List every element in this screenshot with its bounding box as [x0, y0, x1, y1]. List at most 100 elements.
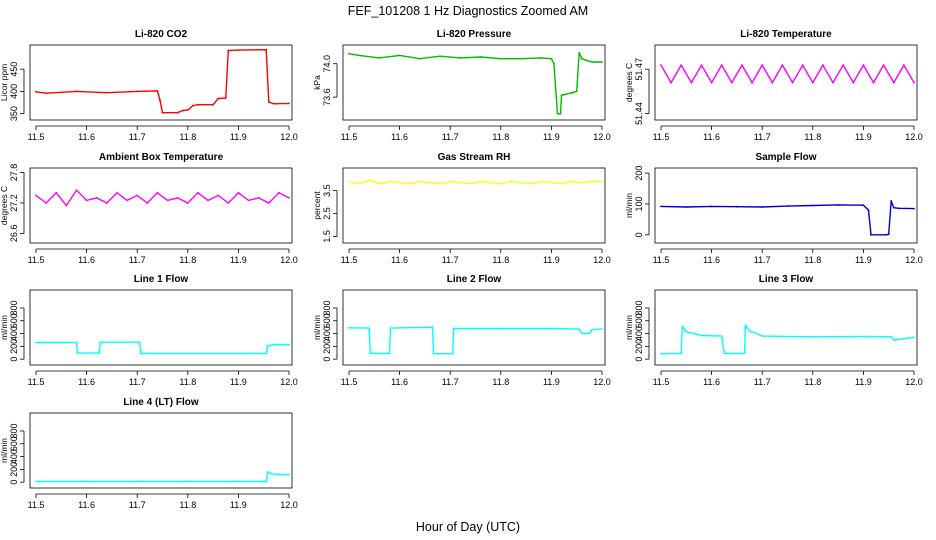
data-point — [459, 57, 462, 59]
y-tick-label: 200 — [9, 462, 19, 477]
data-point — [570, 92, 573, 94]
data-point — [369, 352, 372, 355]
y-tick-label: 51.44 — [634, 102, 644, 125]
data-point — [159, 99, 161, 102]
data-point — [578, 328, 581, 330]
x-tick-label: 11.9 — [230, 377, 247, 387]
data-point — [265, 480, 268, 483]
data-point — [76, 352, 79, 354]
data-point — [588, 332, 591, 335]
series-line — [348, 52, 602, 115]
data-point — [388, 180, 391, 183]
data-point — [601, 328, 603, 330]
panel-8: Line 2 Flow 11.5 11.6 11.7 11.8 11.9 12.0 0 2004… — [312, 274, 611, 387]
data-point — [217, 97, 220, 100]
data-point — [75, 90, 78, 93]
x-tick-label: 11.6 — [703, 377, 720, 387]
data-point — [265, 48, 268, 51]
data-point — [98, 352, 101, 354]
x-tick-label: 11.8 — [492, 377, 509, 387]
y-tick-label: 450 — [9, 62, 19, 77]
data-point — [601, 180, 603, 183]
data-point — [105, 202, 108, 204]
data-point — [811, 335, 814, 338]
x-tick-label: 11.6 — [78, 255, 95, 265]
x-tick-label: 11.7 — [754, 377, 771, 387]
data-point — [368, 179, 371, 182]
series-line — [35, 189, 290, 207]
data-point — [197, 191, 199, 194]
data-point — [348, 326, 350, 329]
panel-title: Line 4 (LT) Flow — [123, 397, 199, 408]
data-point — [741, 64, 743, 67]
plot-frame — [29, 412, 293, 489]
x-tick-label: 11.8 — [804, 377, 821, 387]
panel-title: Line 1 Flow — [134, 274, 189, 285]
plot-frame — [29, 44, 293, 121]
data-point — [45, 92, 47, 95]
data-point — [116, 191, 118, 194]
data-point — [65, 204, 68, 207]
y-tick-label: 600 — [9, 436, 19, 451]
x-tick-label: 11.6 — [391, 132, 408, 142]
y-tick-label: 0 — [9, 480, 19, 485]
data-point — [217, 194, 220, 197]
data-point — [882, 64, 885, 67]
panel-title: Ambient Box Temperature — [99, 152, 224, 163]
data-point — [368, 327, 371, 329]
data-point — [591, 180, 593, 183]
data-point — [247, 199, 250, 202]
panel-title: Line 3 Flow — [759, 274, 814, 285]
data-point — [278, 191, 280, 194]
data-point — [771, 81, 774, 84]
data-point — [723, 352, 726, 355]
panel-2: Li-820 Pressure 11.5 11.6 11.7 11.8 11.9 12.0 7… — [312, 29, 611, 142]
panel-10: Line 4 (LT) Flow 11.5 11.6 11.7 11.8 11.9 12.0… — [0, 397, 298, 510]
data-point — [192, 104, 194, 107]
data-point — [85, 199, 88, 202]
data-point — [520, 57, 522, 60]
data-point — [540, 180, 543, 183]
data-point — [139, 352, 142, 355]
y-axis-label: ml/min — [0, 315, 9, 340]
x-tick-label: 11.6 — [391, 255, 408, 265]
data-point — [837, 204, 839, 206]
x-tick-label: 12.0 — [280, 500, 298, 510]
data-point — [176, 111, 179, 114]
data-point — [862, 64, 865, 67]
data-point — [530, 182, 533, 185]
data-point — [852, 81, 855, 84]
y-tick-label: 200 — [9, 339, 19, 354]
y-tick-label: 100 — [634, 196, 644, 211]
panel-title: Li-820 CO2 — [135, 29, 188, 40]
data-point — [272, 343, 275, 346]
data-point — [176, 197, 179, 199]
data-point — [45, 202, 47, 204]
data-point — [867, 209, 870, 212]
x-tick-label: 11.9 — [230, 255, 247, 265]
data-point — [449, 180, 452, 183]
data-point — [432, 352, 435, 355]
y-axis-label: percent — [312, 191, 322, 220]
x-tick-label: 11.6 — [391, 377, 408, 387]
y-tick-label: 3.5 — [322, 184, 332, 197]
x-tick-label: 11.8 — [804, 255, 821, 265]
data-point — [781, 64, 784, 67]
data-point — [680, 64, 683, 67]
x-tick-label: 11.9 — [543, 132, 560, 142]
data-point — [35, 90, 37, 93]
data-point — [842, 64, 845, 67]
data-point — [388, 352, 391, 355]
data-point — [720, 64, 723, 67]
data-point — [469, 182, 472, 185]
data-point — [908, 337, 910, 339]
data-point — [358, 182, 360, 185]
data-point — [560, 94, 563, 97]
x-tick-label: 11.5 — [341, 132, 358, 142]
data-point — [761, 206, 764, 208]
panel-3: Li-820 Temperature 11.5 11.6 11.7 11.8 11.9 12… — [624, 29, 923, 142]
data-point — [197, 103, 199, 106]
x-tick-label: 11.6 — [703, 255, 720, 265]
data-point — [75, 341, 78, 344]
x-tick-label: 11.5 — [341, 377, 358, 387]
